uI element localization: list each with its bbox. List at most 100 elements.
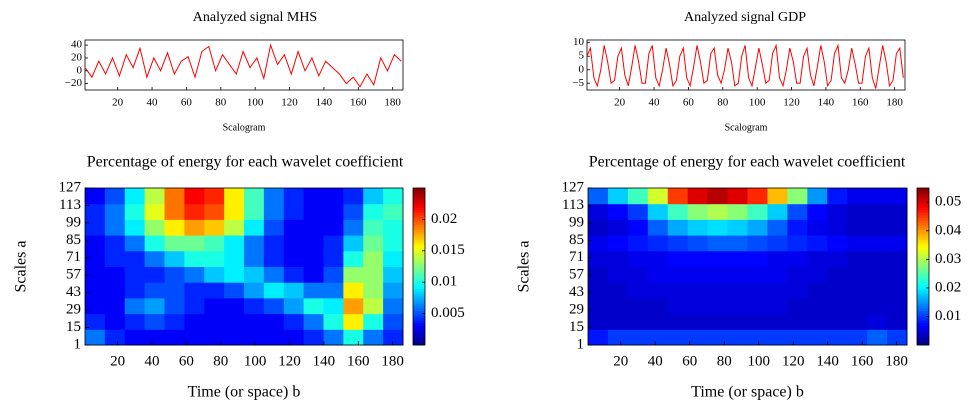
colorbar-swatch: [413, 288, 425, 292]
colorbar-swatch: [413, 286, 425, 289]
plot-frame: [586, 39, 906, 91]
colorbar-swatch: [917, 264, 929, 267]
colorbar-swatch: [413, 266, 425, 270]
heatmap-cell: [184, 188, 205, 205]
heatmap-cell: [607, 282, 629, 299]
heatmap-cell: [244, 188, 265, 205]
heatmap-cell: [164, 266, 185, 283]
colorbar-swatch: [413, 214, 425, 218]
colorbar-tick-label: 0.05: [935, 194, 961, 210]
heatmap-cell: [607, 250, 629, 267]
heatmap-cell: [827, 313, 848, 330]
heatmap-cell: [887, 250, 908, 267]
heatmap-cell: [323, 282, 344, 299]
colorbar-swatch: [413, 332, 425, 336]
heatmap-cell: [263, 329, 285, 346]
colorbar-swatch: [917, 232, 929, 236]
heatmap-cell: [244, 266, 265, 283]
colorbar-swatch: [917, 241, 929, 245]
plot-frame: [84, 39, 404, 91]
heatmap-cell: [827, 266, 848, 283]
colorbar-swatch: [917, 224, 929, 228]
heatmap-cell: [867, 329, 888, 346]
heatmap-cell: [363, 203, 384, 220]
colorbar-swatch: [413, 335, 425, 339]
heatmap-cell: [747, 219, 768, 236]
colorbar-swatch: [413, 210, 425, 213]
heatmap-cell: [767, 282, 788, 299]
x-tick-label: 80: [213, 353, 228, 369]
heatmap-cell: [687, 235, 709, 252]
x-tick-label: 60: [179, 353, 194, 369]
heatmap-cell: [383, 266, 404, 283]
x-tick-label: 20: [110, 353, 125, 369]
colorbar-swatch: [413, 224, 425, 228]
heatmap-cell: [104, 235, 126, 252]
heatmap-cell: [184, 297, 205, 315]
y-tick-label: 85: [569, 232, 584, 248]
heatmap-cell: [667, 188, 689, 205]
heatmap-cell: [588, 235, 609, 252]
heatmap-cell: [767, 188, 788, 205]
colorbar-swatch: [917, 320, 929, 324]
heatmap-cell: [727, 203, 748, 220]
heatmap-cell: [184, 250, 205, 267]
colorbar-swatch: [917, 234, 929, 238]
colorbar-swatch: [917, 237, 929, 240]
heatmap-cell: [647, 297, 669, 315]
plot-frame: [84, 187, 404, 346]
heatmap-cell: [707, 313, 729, 330]
y-axis-label: Scales a: [516, 241, 533, 293]
heatmap-cell: [707, 235, 729, 252]
heatmap-cell: [607, 313, 629, 330]
heatmap-cell: [827, 235, 848, 252]
heatmap-cell: [124, 297, 146, 315]
heatmap-cell: [767, 203, 788, 220]
heatmap-cell: [787, 297, 808, 315]
y-tick-label: 15: [569, 319, 584, 335]
heatmap-cell: [85, 297, 106, 315]
heatmap-cell: [847, 329, 868, 346]
heatmap-cell: [667, 266, 689, 283]
colorbar-swatch: [413, 195, 425, 199]
heatmap-cell: [363, 188, 384, 205]
colorbar-swatch: [917, 268, 929, 272]
heatmap-cell: [827, 282, 848, 299]
y-tick-label: 71: [569, 249, 584, 265]
colorbar-swatch: [413, 268, 425, 272]
heatmap-cell: [867, 250, 888, 267]
colorbar-swatch: [917, 310, 929, 314]
heatmap-cell: [124, 266, 146, 283]
colorbar-swatch: [917, 335, 929, 339]
colorbar-swatch: [413, 241, 425, 245]
heatmap-cell: [787, 313, 808, 330]
heatmap-cell: [343, 329, 364, 346]
x-tick-label: 180: [381, 353, 404, 369]
colorbar-swatch: [413, 298, 425, 302]
x-tick-label: 40: [147, 97, 159, 109]
heatmap-cell: [244, 219, 265, 236]
heatmap-cell: [707, 282, 729, 299]
colorbar-swatch: [413, 271, 425, 275]
heatmap-cell: [303, 203, 324, 220]
heatmap-cell: [224, 188, 245, 205]
heatmap-cell: [244, 297, 265, 315]
heatmap-cell: [303, 329, 324, 346]
colorbar-swatch: [917, 305, 929, 309]
heatmap-cell: [647, 329, 669, 346]
colorbar-swatch: [413, 308, 425, 312]
heatmap-cell: [767, 219, 788, 236]
y-tick-label: 127: [562, 179, 585, 195]
heatmap-cell: [707, 188, 729, 205]
heatmap-cell: [144, 313, 165, 330]
heatmap-cell: [383, 250, 404, 267]
y-axis-label: Scales a: [13, 241, 30, 293]
heatmap-cell: [747, 313, 768, 330]
y-tick-label: 127: [59, 179, 82, 195]
colorbar-swatch: [413, 188, 425, 191]
heatmap-cell: [184, 329, 205, 346]
colorbar-swatch: [413, 305, 425, 309]
x-tick-label: 160: [347, 353, 370, 369]
heatmap-cell: [667, 235, 689, 252]
colorbar-swatch: [413, 318, 425, 321]
